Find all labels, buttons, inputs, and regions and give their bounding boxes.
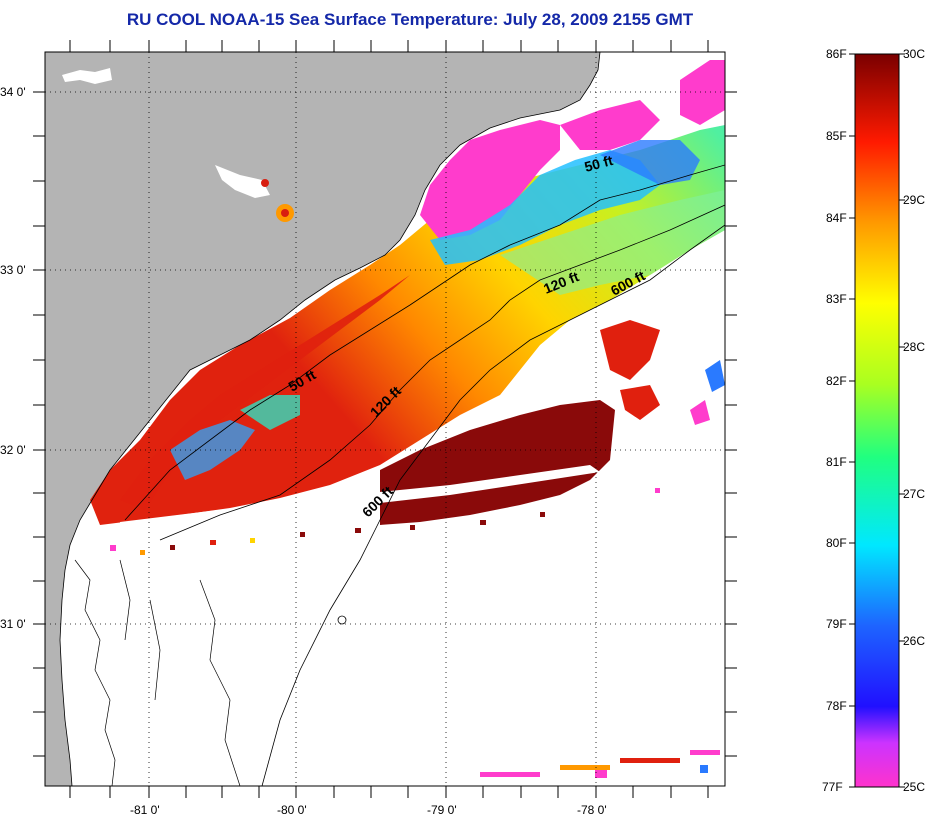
colorbar-label-85f: 85F <box>826 129 847 143</box>
sst-field <box>90 125 725 525</box>
map-grid <box>45 52 725 786</box>
colorbar-label-86f: 86F <box>826 47 847 61</box>
map-frame <box>45 52 725 786</box>
land-mass <box>45 52 600 786</box>
colorbar-label-26c: 26C <box>903 634 925 648</box>
contour-120ft <box>159 204 725 541</box>
colorbar-label-81f: 81F <box>826 455 847 469</box>
lon-label-80: -80 0' <box>277 803 307 817</box>
colorbar-label-30c: 30C <box>903 47 925 61</box>
colorbar-label-82f: 82F <box>826 374 847 388</box>
colorbar: 86F 85F 84F 83F 82F 81F 80F 79F 78F 77F … <box>822 47 925 794</box>
lat-label-34: 34 0' <box>0 85 26 99</box>
map-title: RU COOL NOAA-15 Sea Surface Temperature:… <box>126 10 694 29</box>
lat-label-32: 32 0' <box>0 443 26 457</box>
colorbar-label-78f: 78F <box>826 699 847 713</box>
colorbar-label-29c: 29C <box>903 193 925 207</box>
colorbar-label-83f: 83F <box>826 292 847 306</box>
lat-label-33: 33 0' <box>0 263 26 277</box>
colorbar-label-84f: 84F <box>826 211 847 225</box>
colorbar-gradient <box>854 53 900 788</box>
contour-600ft <box>261 224 725 786</box>
scatter-pixels <box>110 488 720 778</box>
contour-50ft <box>124 164 725 521</box>
lon-label-79: -79 0' <box>427 803 457 817</box>
colorbar-label-79f: 79F <box>826 617 847 631</box>
lat-label-31: 31 0' <box>0 617 26 631</box>
contour-label-50ft-north: 50 ft <box>583 152 615 175</box>
colorbar-label-80f: 80F <box>826 536 847 550</box>
colorbar-label-28c: 28C <box>903 340 925 354</box>
lon-label-81: -81 0' <box>130 803 160 817</box>
colorbar-label-77f: 77F <box>822 780 843 794</box>
axis-ticks <box>33 40 737 798</box>
colorbar-label-25c: 25C <box>903 780 925 794</box>
coastline <box>59 52 601 786</box>
colorbar-label-27c: 27C <box>903 487 925 501</box>
lon-label-78: -78 0' <box>577 803 607 817</box>
